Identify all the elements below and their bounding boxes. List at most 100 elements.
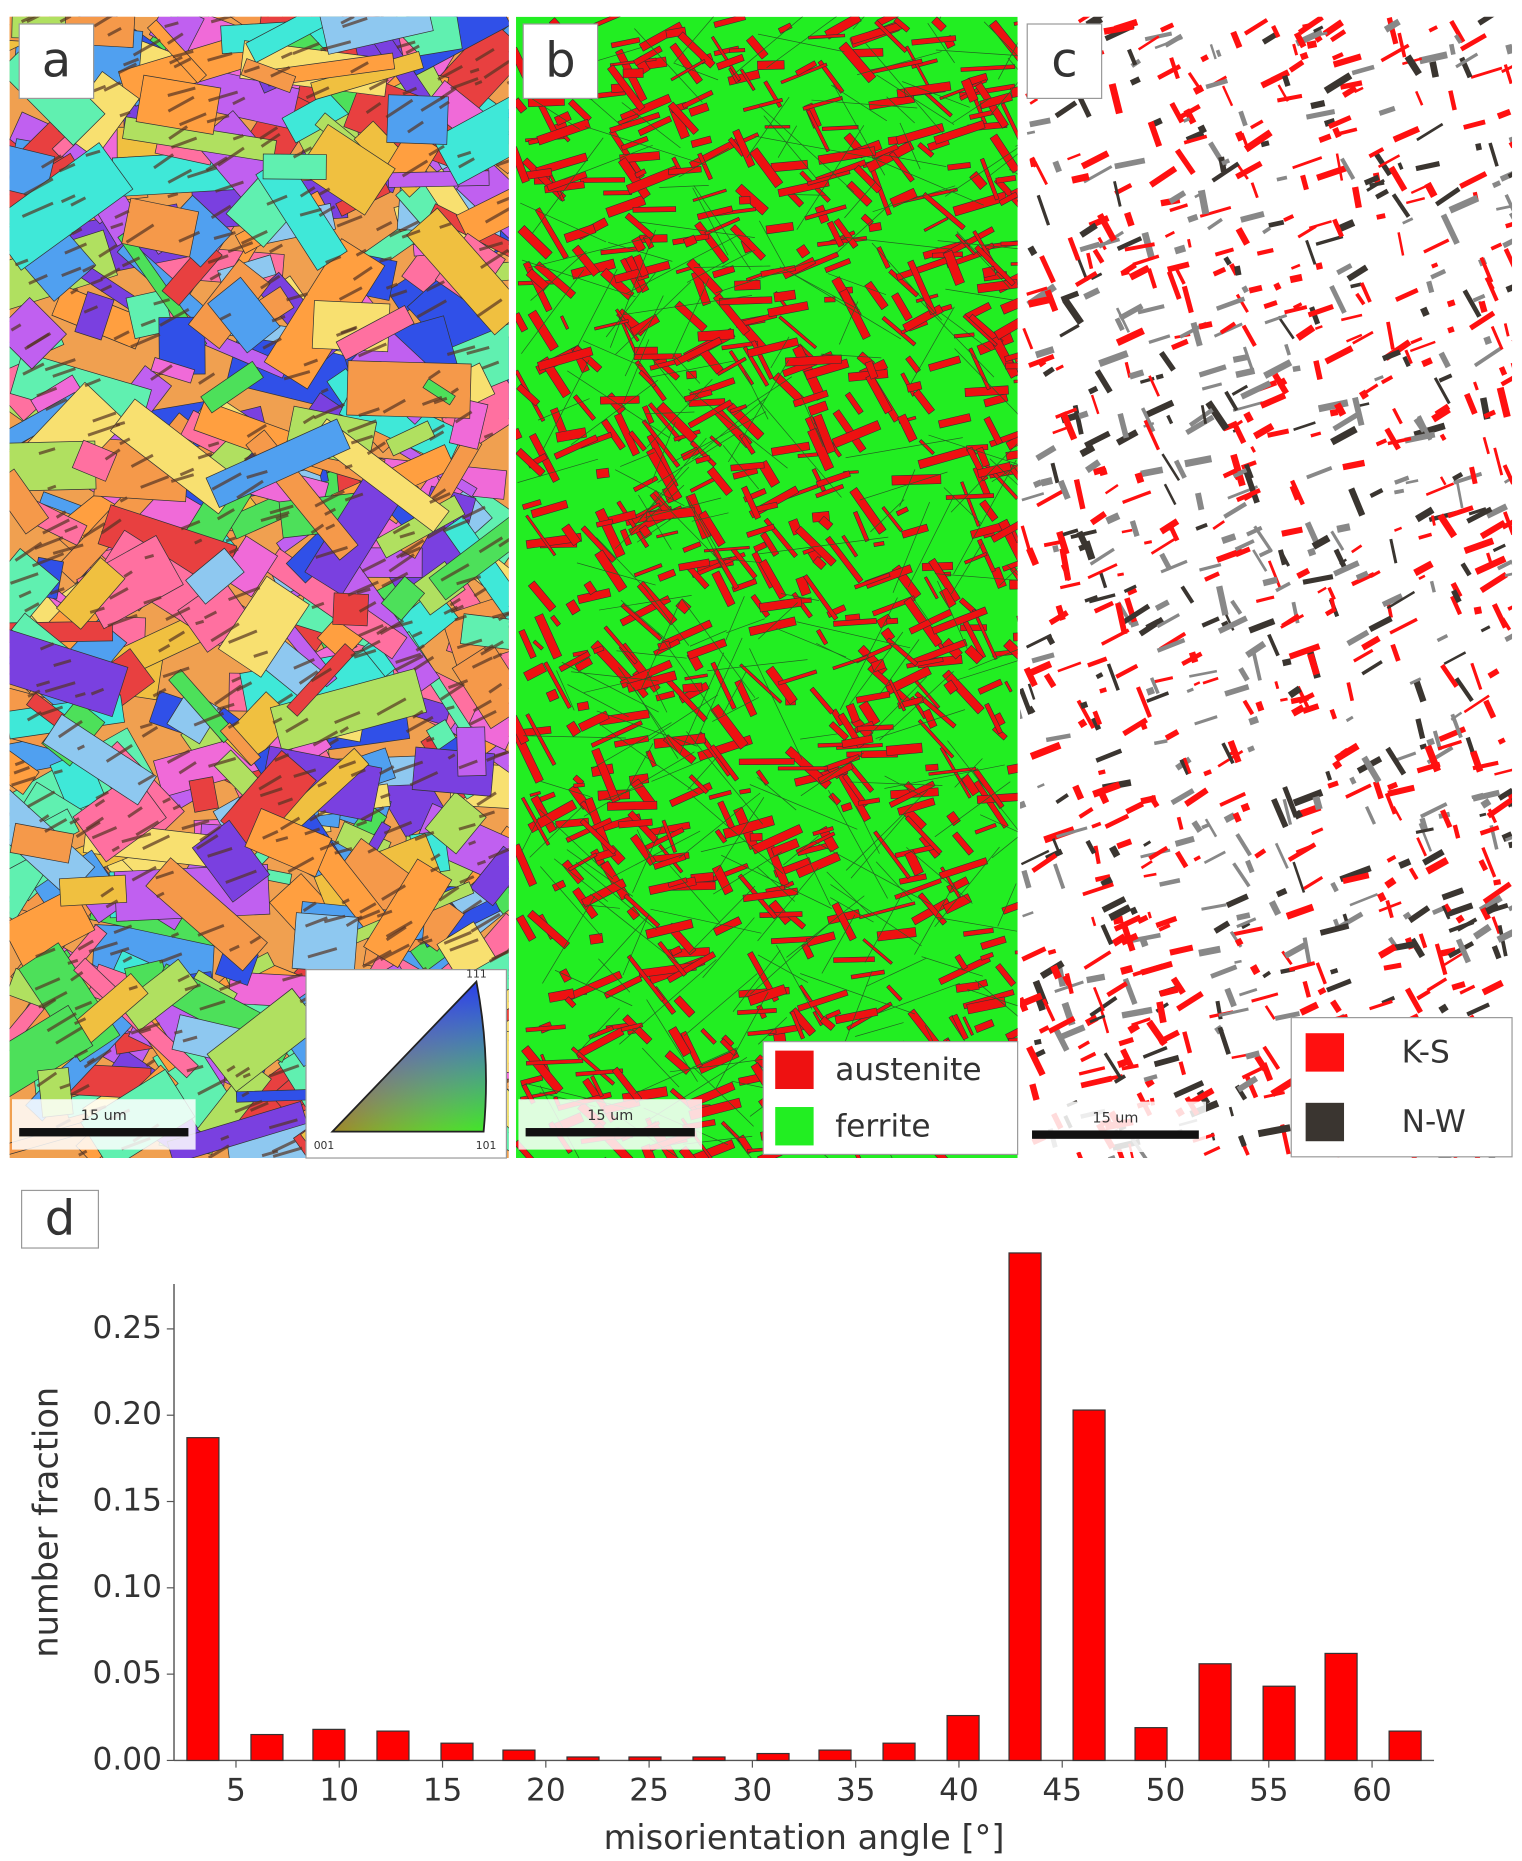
lath: [92, 411, 117, 423]
variant-grain: [1288, 643, 1321, 660]
variant-grain: [1392, 941, 1416, 952]
variant-grain: [1149, 677, 1160, 695]
austenite-grain: [719, 296, 773, 306]
variant-grain: [1203, 769, 1212, 777]
variant-grain: [1174, 835, 1195, 847]
austenite-grain: [605, 194, 647, 218]
lath: [430, 853, 441, 862]
austenite-grain: [610, 37, 641, 49]
variant-grain: [1232, 401, 1263, 412]
variant-grain: [1120, 964, 1134, 975]
austenite-grain: [888, 780, 936, 808]
variant-grain: [1079, 222, 1098, 238]
boundary: [702, 917, 755, 978]
boundary: [599, 594, 692, 611]
variant-grain: [1222, 468, 1238, 479]
lath: [135, 820, 160, 837]
austenite-grain: [982, 265, 997, 279]
variant-grain: [1363, 383, 1379, 395]
boundary: [780, 593, 820, 602]
variant-grain: [1198, 364, 1227, 378]
boundary: [856, 51, 942, 76]
boundary: [935, 916, 1018, 932]
boundary: [692, 396, 768, 460]
variant-grain: [1473, 381, 1479, 391]
variant-grain: [1443, 651, 1467, 665]
lath: [110, 222, 124, 230]
austenite-grain: [853, 164, 883, 194]
variant-grain: [1386, 854, 1397, 863]
lath: [443, 605, 459, 615]
austenite-grain: [657, 568, 677, 582]
bar: [186, 1437, 220, 1762]
variant-grain: [1033, 1038, 1042, 1046]
variant-grain: [1327, 115, 1352, 130]
variant-grain: [1431, 262, 1439, 269]
boundary: [991, 465, 1018, 483]
variant-grain: [1413, 416, 1428, 433]
lath: [340, 16, 355, 25]
austenite-grain: [980, 952, 994, 961]
variant-grain: [1352, 330, 1374, 345]
lath: [225, 869, 257, 884]
variant-grain: [1190, 321, 1203, 347]
boundary: [805, 853, 831, 906]
variant-grain: [1263, 300, 1278, 310]
variant-grain: [1289, 273, 1303, 284]
austenite-grain: [738, 758, 795, 766]
austenite-grain: [990, 566, 1007, 589]
variant-grain: [1311, 827, 1324, 836]
variant-grain: [1020, 709, 1023, 721]
austenite-grain: [529, 790, 541, 797]
variant-grain: [1156, 613, 1181, 629]
x-tick-label: 20: [526, 1773, 566, 1809]
austenite-grain: [620, 135, 649, 151]
austenite-grain: [520, 1074, 544, 1086]
variant-grain: [1033, 160, 1048, 186]
austenite-grain: [789, 1007, 816, 1037]
boundary: [830, 884, 922, 947]
boundary: [540, 780, 591, 798]
lath: [215, 180, 244, 193]
austenite-grain: [595, 467, 610, 479]
lath: [325, 523, 336, 531]
austenite-grain: [795, 525, 837, 567]
austenite-grain: [678, 558, 711, 572]
lath: [105, 899, 119, 909]
variant-grain: [1140, 794, 1157, 805]
variant-grain: [1484, 276, 1495, 291]
variant-grain: [1481, 847, 1497, 878]
lath: [38, 991, 68, 1009]
lath: [268, 1064, 300, 1078]
lath: [64, 524, 78, 533]
variant-grain: [1436, 633, 1449, 643]
lath: [91, 826, 118, 840]
variant-grain: [1498, 366, 1508, 376]
boundary: [766, 16, 837, 69]
austenite-grain: [980, 935, 1007, 950]
variant-grain: [1261, 31, 1279, 45]
variant-grain: [1359, 282, 1372, 303]
austenite-grain: [1000, 102, 1018, 144]
lath: [10, 323, 22, 332]
variant-grain: [1352, 396, 1365, 427]
variant-grain: [1236, 917, 1257, 929]
variant-grain: [1207, 217, 1223, 231]
boundary: [756, 866, 795, 902]
austenite-grain: [603, 975, 643, 999]
variant-grain: [1100, 876, 1114, 888]
lath: [210, 622, 240, 643]
lath: [219, 980, 242, 992]
austenite-grain: [682, 682, 703, 693]
boundary: [614, 484, 685, 549]
variant-grain: [1108, 845, 1121, 858]
variant-grain: [1150, 537, 1176, 555]
lath: [227, 720, 240, 730]
lath: [275, 513, 289, 521]
austenite-grain: [568, 98, 592, 123]
variant-grain: [1455, 52, 1479, 69]
lath: [361, 558, 387, 573]
boundary: [844, 181, 877, 219]
variant-grain: [1166, 270, 1182, 300]
austenite-grain: [516, 427, 523, 441]
